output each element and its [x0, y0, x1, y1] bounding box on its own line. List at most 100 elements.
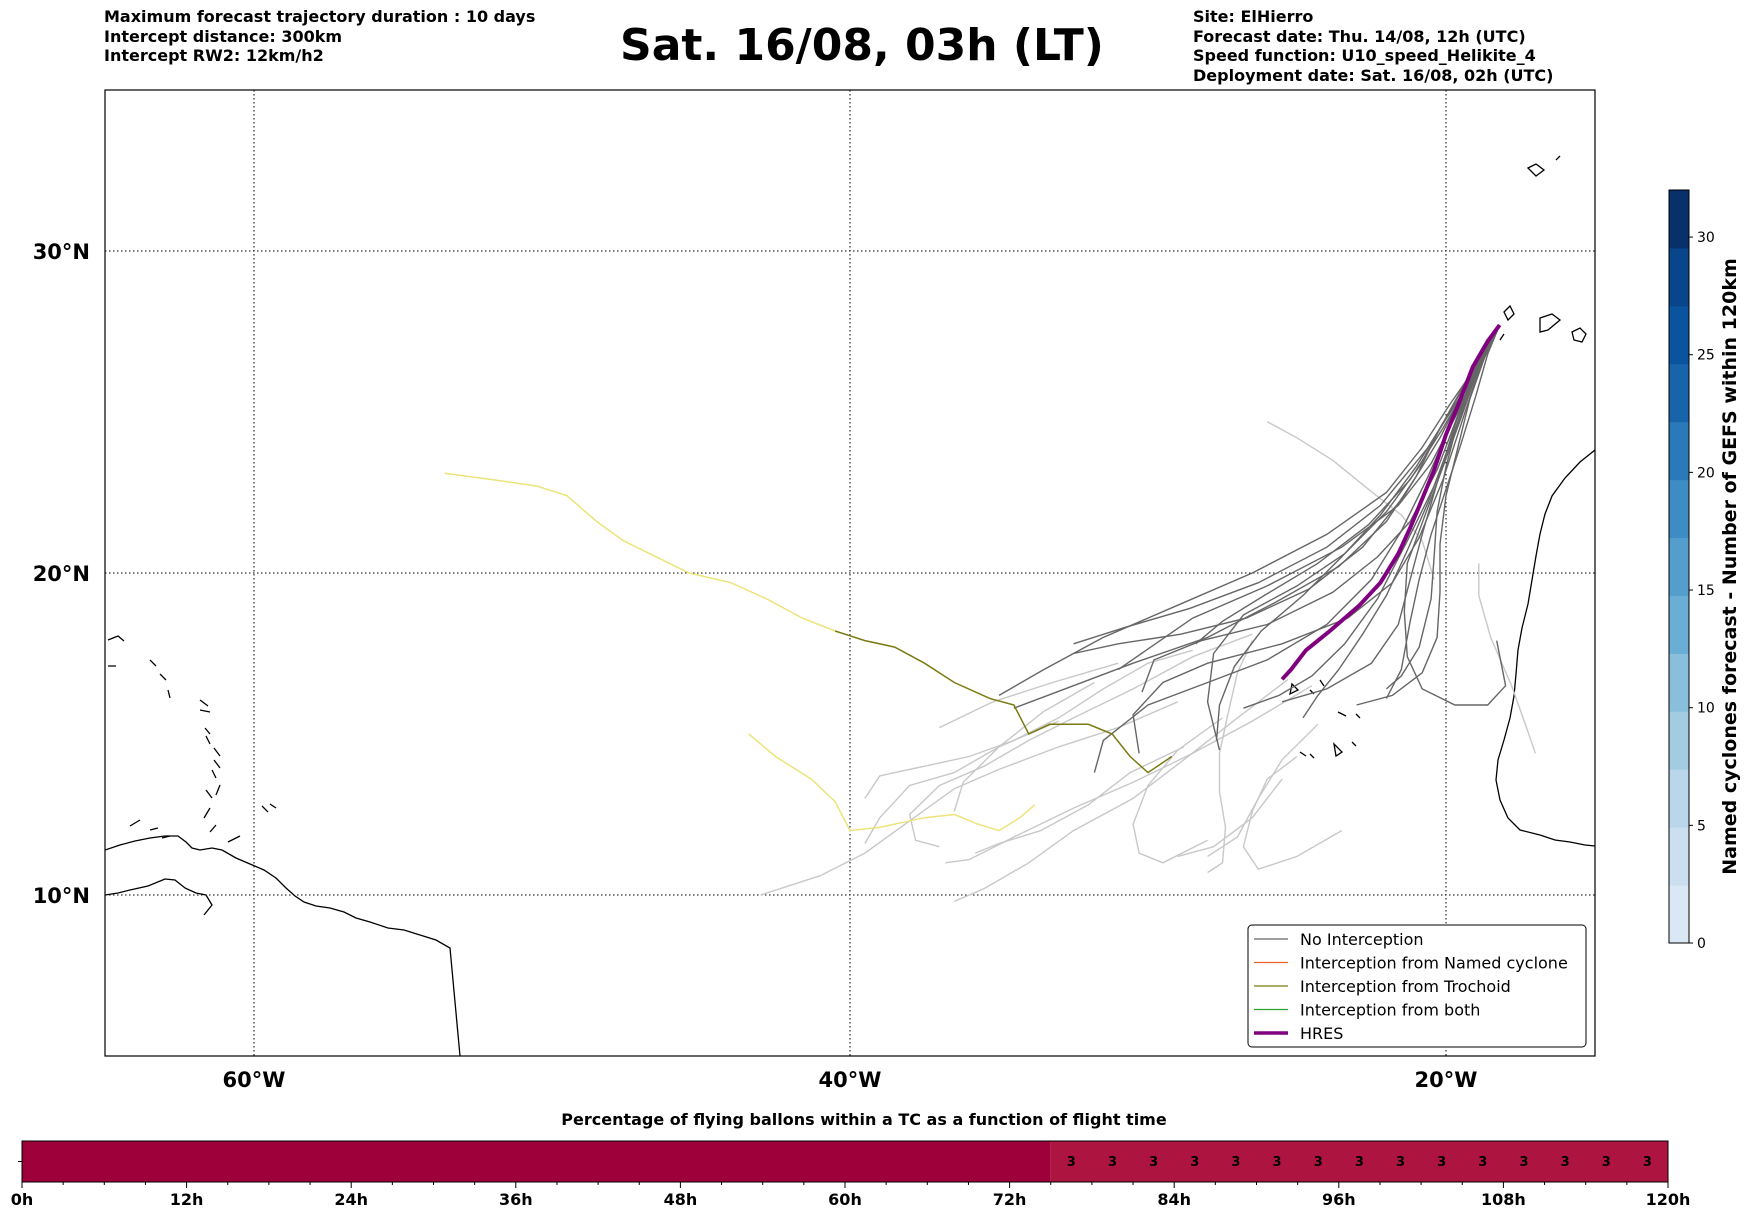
light-track	[1478, 563, 1537, 754]
graticule	[105, 90, 1595, 1056]
timeline-value-label: 3	[1273, 1155, 1282, 1170]
colorbar-segment	[1669, 769, 1689, 828]
legend-box	[1247, 924, 1587, 1048]
hres-track-line	[1280, 323, 1502, 681]
timeline-value-label: 3	[1231, 1155, 1240, 1170]
colorbar-label: Named cyclones forecast - Number of GEFS…	[1719, 258, 1741, 875]
trochoid-track	[834, 630, 1173, 774]
west-africa-coast	[1495, 449, 1595, 847]
timeline-value-label: 3	[1478, 1155, 1487, 1170]
timeline-title: Percentage of flying ballons within a TC…	[561, 1110, 1167, 1129]
flight-time-bar: Percentage of flying ballons within a TC…	[11, 1110, 1691, 1209]
light-track	[760, 701, 1179, 896]
light-track	[864, 720, 1059, 844]
colorbar-tick-label: 25	[1697, 348, 1715, 364]
legend-item-label: No Interception	[1300, 930, 1424, 949]
lon-tick-label: 60°W	[223, 1068, 286, 1092]
coastline	[105, 155, 1595, 1056]
no-interception-track	[1403, 324, 1507, 706]
no-interception-track	[1141, 324, 1501, 693]
intercept-distance-text: Intercept distance: 300km	[104, 26, 343, 46]
colorbar-segment	[1669, 247, 1689, 307]
trochoid-light-tracks	[444, 472, 1036, 832]
timeline-tick-label: 84h	[1157, 1190, 1191, 1209]
colorbar-segment	[1669, 305, 1689, 365]
axis-tick-labels: 60°W 40°W 20°W 10°N 20°N 30°N	[33, 240, 1478, 1092]
timeline-value-label: 3	[1314, 1155, 1323, 1170]
legend-item-label: HRES	[1300, 1024, 1343, 1043]
trochoid-tracks	[834, 630, 1173, 774]
forecast-date-text: Forecast date: Thu. 14/08, 12h (UTC)	[1193, 26, 1526, 46]
timeline-tick-label: 36h	[499, 1190, 533, 1209]
colorbar-segment	[1669, 363, 1689, 423]
timeline-tick-label: 108h	[1481, 1190, 1526, 1209]
no-interception-track	[1385, 324, 1501, 699]
light-track	[908, 633, 1253, 848]
no-interception-track	[998, 324, 1501, 697]
colorbar-tick-label: 10	[1697, 701, 1715, 717]
lon-tick-label: 40°W	[819, 1068, 882, 1092]
lesser-antilles	[107, 635, 241, 843]
light-track	[1207, 723, 1319, 857]
site-text: Site: ElHierro	[1193, 7, 1314, 26]
legend-item-label: Interception from Named cyclone	[1300, 954, 1568, 973]
map-title: Sat. 16/08, 03h (LT)	[620, 20, 1104, 71]
colorbar-tick-label: 30	[1697, 230, 1715, 246]
timeline-tick-label: 0h	[11, 1190, 34, 1209]
timeline-value-label: 3	[1643, 1155, 1652, 1170]
colorbar-tick-label: 15	[1697, 583, 1715, 599]
light-track	[1266, 421, 1435, 580]
light-track	[864, 649, 1193, 799]
timeline-value-label: 3	[1190, 1155, 1199, 1170]
colorbar-segment	[1669, 653, 1689, 712]
timeline-value-label: 3	[1149, 1155, 1158, 1170]
timeline-tick-label: 120h	[1646, 1190, 1691, 1209]
light-track	[1177, 778, 1283, 858]
colorbar-segment	[1669, 190, 1689, 249]
south-america-coast	[105, 835, 461, 1056]
colorbar-segment	[1669, 827, 1689, 886]
colorbar-segment	[1669, 885, 1689, 944]
light-track	[945, 685, 1313, 864]
hres-track	[1280, 323, 1502, 681]
no-interception-track	[1356, 324, 1501, 706]
light-track	[1242, 755, 1343, 871]
run-parameters: Maximum forecast trajectory duration : 1…	[104, 7, 535, 66]
timeline-bin	[22, 1141, 1051, 1182]
timeline-value-label: 3	[1519, 1155, 1528, 1170]
deployment-date-text: Deployment date: Sat. 16/08, 02h (UTC)	[1193, 65, 1554, 85]
colorbar-segment	[1669, 479, 1689, 539]
no-interception-track	[1302, 324, 1501, 719]
colorbar-segment	[1669, 421, 1689, 481]
light-track	[954, 678, 1289, 903]
no-interception-track	[1073, 324, 1501, 645]
timeline-bin	[1050, 1141, 1668, 1182]
timeline-tick-label: 48h	[664, 1190, 698, 1209]
no-interception-track	[1195, 324, 1501, 645]
timeline-tick-label: 24h	[334, 1190, 368, 1209]
colorbar-tick-label: 5	[1697, 818, 1706, 834]
colorbar-tick-label: 20	[1697, 465, 1715, 481]
lon-tick-label: 20°W	[1415, 1068, 1478, 1092]
no-interception-tracks	[998, 324, 1507, 773]
timeline-value-label: 3	[1396, 1155, 1405, 1170]
colorbar-tick-label: 0	[1697, 936, 1706, 952]
central-america-coast	[105, 878, 213, 916]
colorbar-segment	[1669, 711, 1689, 770]
light-track	[1207, 640, 1253, 874]
timeline-tick-label: 60h	[828, 1190, 862, 1209]
timeline-value-label: 3	[1437, 1155, 1446, 1170]
max-duration-text: Maximum forecast trajectory duration : 1…	[104, 7, 536, 26]
timeline-value-label: 3	[1602, 1155, 1611, 1170]
legend-item-label: Interception from Trochoid	[1300, 977, 1511, 996]
speed-function-text: Speed function: U10_speed_Helikite_4	[1193, 46, 1536, 65]
madeira-islands	[1526, 155, 1561, 177]
timeline-tick-label: 12h	[170, 1190, 204, 1209]
legend-item-label: Interception from both	[1300, 1001, 1480, 1020]
timeline-tick-label: 72h	[993, 1190, 1027, 1209]
light-track	[974, 746, 1185, 854]
legend: No Interception Interception from Named c…	[1247, 924, 1587, 1048]
colorbar-segment	[1669, 537, 1689, 596]
colorbar-frame	[1668, 189, 1690, 944]
